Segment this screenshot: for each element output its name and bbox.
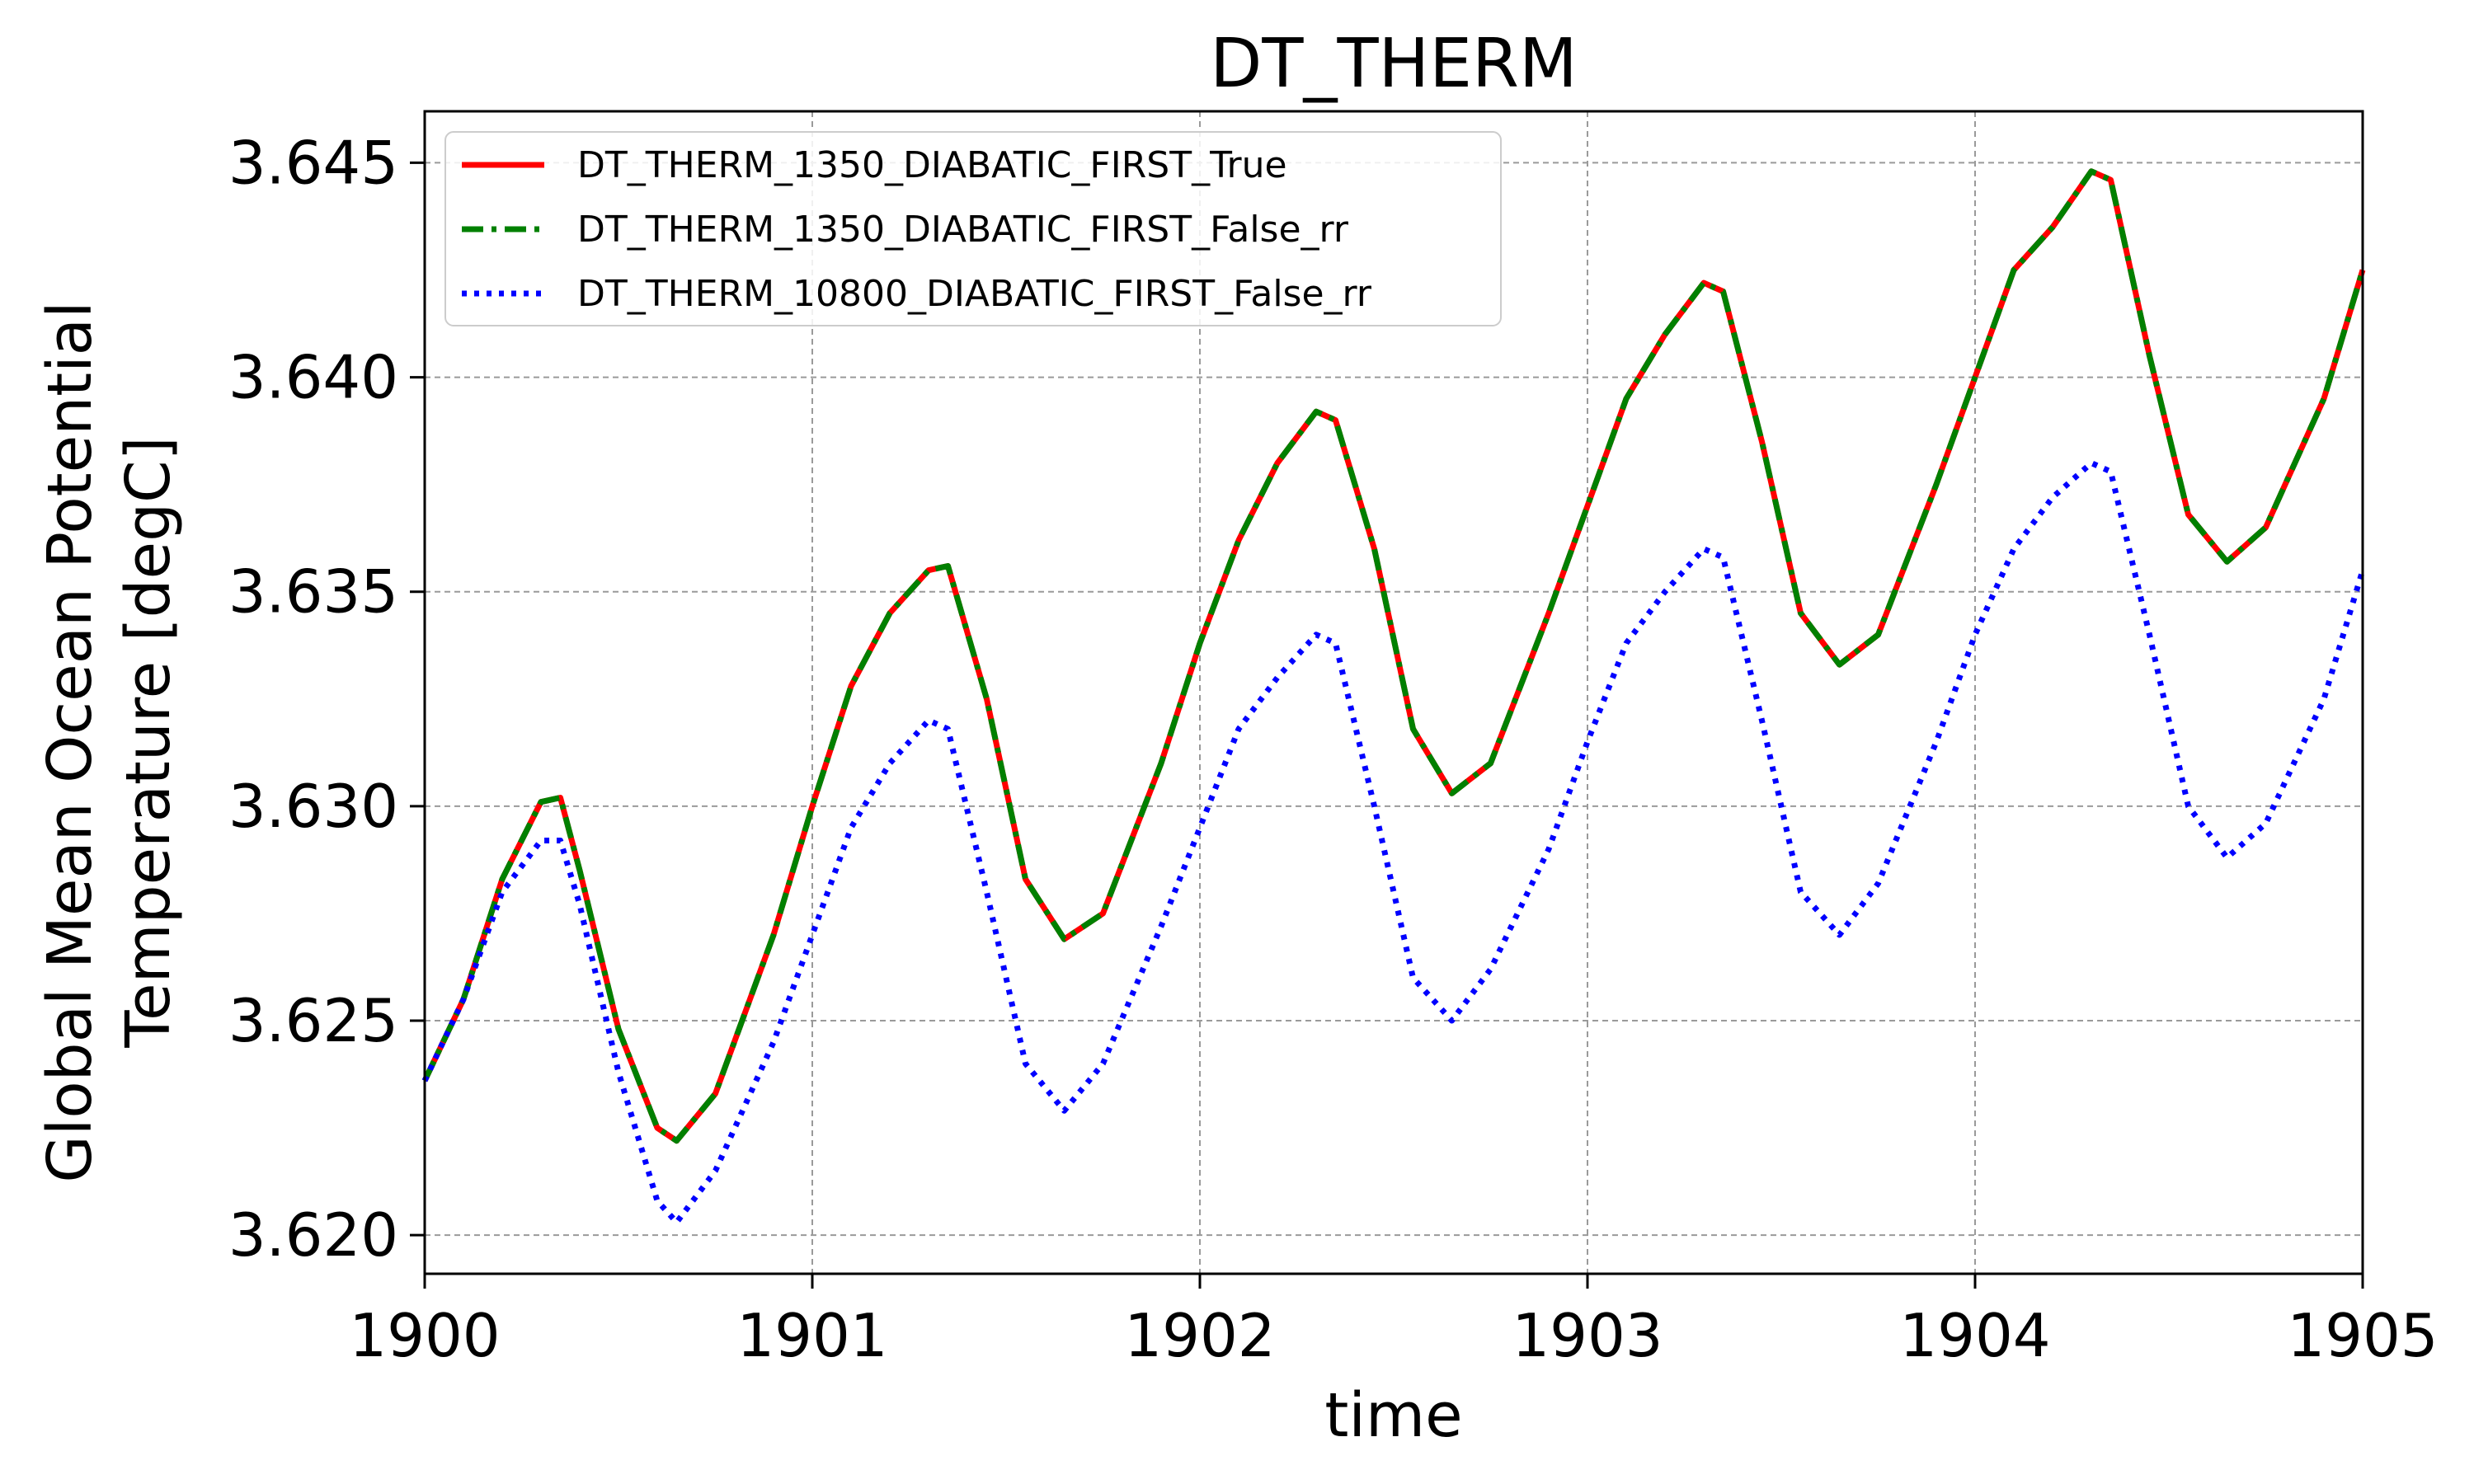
y-axis-label: Global Mean Ocean Potential Temperature … — [35, 301, 184, 1182]
x-tick-label: 1900 — [349, 1301, 500, 1370]
y-tick-label: 3.645 — [228, 128, 398, 197]
x-tick-label: 1903 — [1512, 1301, 1663, 1370]
x-axis-label: time — [1324, 1380, 1462, 1451]
x-tick-label: 1901 — [736, 1301, 887, 1370]
x-tick-label: 1905 — [2287, 1301, 2438, 1370]
y-axis-label-line-2: Temperature [degC] — [113, 436, 184, 1048]
y-tick-label: 3.625 — [228, 986, 398, 1055]
y-tick-label: 3.620 — [228, 1200, 398, 1270]
x-tick-label: 1902 — [1124, 1301, 1275, 1370]
plot-frame — [423, 110, 2364, 1275]
x-tick-labels: 1900 1901 1902 1903 1904 1905 — [349, 1301, 2438, 1370]
legend: DT_THERM_1350_DIABATIC_FIRST_True DT_THER… — [444, 131, 1502, 326]
y-tick-label: 3.640 — [228, 343, 398, 412]
y-axis-label-line-1: Global Mean Ocean Potential — [35, 301, 106, 1182]
plot-series — [421, 168, 2366, 1226]
series-line-3 — [421, 460, 2366, 1226]
legend-label-1: DT_THERM_1350_DIABATIC_FIRST_True — [577, 144, 1287, 186]
y-tick-label: 3.630 — [228, 772, 398, 841]
chart-title: DT_THERM — [1210, 25, 1578, 103]
legend-box — [444, 131, 1502, 326]
series-line-2 — [421, 168, 2366, 1144]
y-tick-labels: 3.620 3.625 3.630 3.635 3.640 3.645 — [228, 128, 398, 1270]
y-tick-label: 3.635 — [228, 557, 398, 627]
axis-ticks — [410, 161, 2364, 1289]
legend-label-3: DT_THERM_10800_DIABATIC_FIRST_False_rr — [577, 273, 1372, 315]
x-tick-label: 1904 — [1899, 1301, 2050, 1370]
legend-label-2: DT_THERM_1350_DIABATIC_FIRST_False_rr — [577, 209, 1349, 251]
